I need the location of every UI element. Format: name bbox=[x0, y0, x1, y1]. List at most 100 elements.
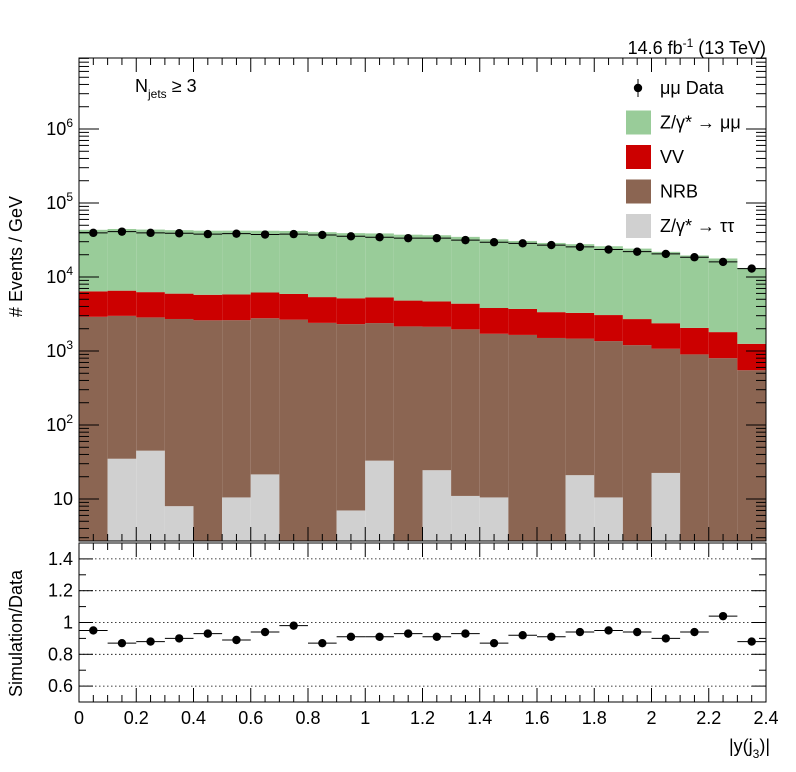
bar-vv bbox=[136, 292, 165, 318]
x-axis-title: |y(j3)| bbox=[729, 736, 770, 761]
bar-nrb bbox=[250, 318, 280, 475]
ratio-frame bbox=[78, 542, 767, 703]
x-tick-label: 0.4 bbox=[181, 708, 206, 728]
ratio-y-axis-title: Simulation/Data bbox=[6, 569, 26, 697]
bar-zmumu bbox=[136, 229, 165, 293]
data-point bbox=[260, 230, 270, 239]
bar-vv bbox=[537, 312, 566, 338]
x-tick-label: 1 bbox=[360, 708, 370, 728]
bar-nrb bbox=[193, 320, 223, 541]
bar-zmumu bbox=[222, 230, 251, 295]
bar-nrb bbox=[451, 329, 480, 496]
data-point bbox=[346, 232, 356, 241]
bar-nrb bbox=[537, 337, 566, 541]
y-tick-label: 102 bbox=[46, 412, 73, 435]
ratio-point bbox=[747, 637, 756, 646]
legend-label: VV bbox=[660, 147, 684, 167]
bar-zmumu bbox=[393, 234, 423, 301]
x-tick-label: 2 bbox=[646, 708, 656, 728]
ratio-point bbox=[461, 629, 470, 638]
bar-vv bbox=[164, 293, 194, 319]
bar-nrb bbox=[680, 354, 709, 541]
bar-nrb bbox=[508, 334, 537, 541]
bar-vv bbox=[479, 308, 509, 334]
bar-vv bbox=[393, 300, 423, 327]
bar-nrb bbox=[107, 315, 137, 459]
bar-tautau bbox=[594, 497, 623, 541]
ratio-point bbox=[174, 634, 184, 643]
data-point bbox=[89, 228, 98, 238]
bar-zmumu bbox=[651, 251, 681, 324]
x-tick-label: 1.8 bbox=[582, 708, 607, 728]
x-tick-label: 1.4 bbox=[467, 708, 492, 728]
bar-tautau bbox=[451, 495, 480, 541]
bar-nrb bbox=[565, 338, 595, 476]
ratio-y-tick-label: 0.8 bbox=[48, 644, 73, 664]
bar-nrb bbox=[222, 320, 251, 498]
ratio-point bbox=[690, 627, 699, 637]
bar-zmumu bbox=[537, 242, 566, 313]
bar-vv bbox=[622, 319, 652, 346]
data-point bbox=[432, 233, 442, 243]
bar-vv bbox=[222, 294, 251, 321]
data-point bbox=[289, 229, 298, 239]
bar-nrb bbox=[622, 345, 652, 541]
bar-nrb bbox=[79, 316, 108, 541]
bar-zmumu bbox=[193, 230, 223, 295]
bar-nrb bbox=[737, 370, 766, 541]
data-point bbox=[403, 233, 413, 243]
bottom-axes: 0.6 0.8 1 1.2 1.4 0 0.2 0.4 0.6 0.8 1 1.2 1.4 1.6 1.8 2… bbox=[48, 542, 779, 728]
data-point bbox=[632, 247, 642, 256]
data-point bbox=[747, 264, 756, 273]
bar-nrb bbox=[422, 326, 452, 471]
stacked-histogram bbox=[79, 228, 766, 541]
bar-zmumu bbox=[451, 236, 480, 304]
bar-vv bbox=[708, 332, 738, 359]
data-point bbox=[489, 238, 499, 247]
bar-vv bbox=[79, 291, 108, 317]
bar-vv bbox=[250, 292, 280, 319]
data-point bbox=[318, 230, 327, 240]
bar-zmumu bbox=[107, 228, 137, 291]
ratio-y-tick-label: 1.2 bbox=[48, 581, 73, 601]
bar-zmumu bbox=[250, 230, 280, 293]
legend-label: μμ Data bbox=[660, 78, 725, 98]
bar-vv bbox=[680, 327, 709, 355]
y-tick-label: 103 bbox=[46, 338, 73, 361]
top-axes: 10 102 103 104 105 106 bbox=[46, 57, 767, 542]
bar-vv bbox=[565, 312, 595, 339]
data-points bbox=[79, 227, 766, 273]
y-axis-title: # Events / GeV bbox=[6, 196, 26, 317]
bar-nrb bbox=[479, 333, 509, 498]
ratio-point bbox=[489, 638, 499, 648]
ratio-point bbox=[575, 627, 585, 637]
bar-nrb bbox=[708, 358, 738, 541]
ratio-point bbox=[718, 611, 728, 621]
y-tick-label: 106 bbox=[46, 116, 73, 139]
ratio-point bbox=[117, 638, 127, 648]
bar-vv bbox=[279, 293, 308, 320]
data-point bbox=[547, 240, 556, 250]
bar-tautau bbox=[479, 497, 509, 541]
x-tick-label: 2.2 bbox=[696, 708, 721, 728]
ratio-point bbox=[146, 637, 155, 646]
ratio-point bbox=[260, 627, 270, 637]
bar-zmumu bbox=[565, 244, 595, 313]
ratio-point bbox=[632, 627, 642, 637]
ratio-panel bbox=[79, 558, 766, 687]
ratio-point bbox=[346, 632, 356, 642]
ratio-point bbox=[547, 632, 556, 642]
bar-zmumu bbox=[279, 230, 308, 294]
bar-tautau bbox=[565, 475, 595, 541]
x-tick-label: 0.8 bbox=[295, 708, 320, 728]
ratio-point bbox=[289, 621, 298, 630]
y-tick-label: 105 bbox=[46, 190, 73, 213]
bar-tautau bbox=[222, 497, 251, 541]
bar-zmumu bbox=[708, 258, 738, 333]
data-point bbox=[661, 249, 671, 259]
legend: μμ Data Z/γ* → μμ VV NRB Z/γ* → ττ bbox=[626, 78, 741, 238]
luminosity-label: 14.6 fb-1 (13 TeV) bbox=[628, 36, 766, 58]
legend-swatch bbox=[626, 110, 651, 135]
ratio-point bbox=[518, 631, 527, 640]
